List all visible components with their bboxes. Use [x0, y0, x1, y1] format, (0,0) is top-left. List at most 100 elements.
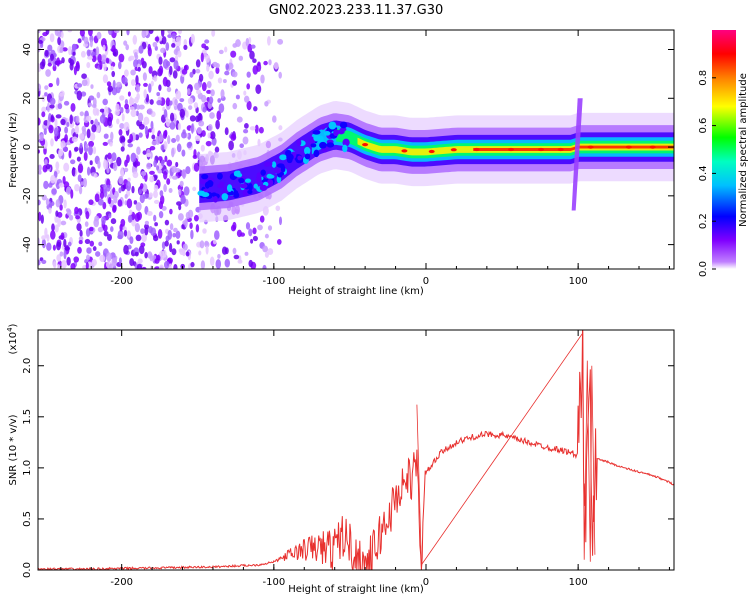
noise-blob	[57, 264, 61, 269]
noise-blob	[171, 32, 177, 39]
noise-blob	[111, 152, 117, 162]
noise-blob	[156, 165, 160, 171]
noise-blob	[181, 168, 187, 179]
noise-blob	[99, 114, 106, 124]
noise-blob	[179, 108, 186, 118]
noise-blob	[135, 74, 139, 85]
noise-blob	[202, 106, 207, 113]
noise-blob	[85, 143, 89, 149]
noise-blob	[77, 163, 84, 173]
ridge-blob	[221, 193, 229, 201]
noise-blob	[171, 43, 176, 48]
noise-blob	[53, 261, 57, 269]
noise-blob	[144, 125, 148, 136]
noise-blob	[268, 59, 272, 66]
noise-blob	[181, 149, 186, 157]
noise-blob	[91, 103, 97, 109]
noise-blob	[173, 60, 179, 70]
noise-blob	[119, 223, 123, 232]
noise-blob	[83, 151, 88, 161]
ridge-peak-dot	[473, 147, 480, 152]
noise-blob	[86, 247, 92, 254]
noise-blob	[195, 68, 201, 74]
noise-blob	[194, 135, 201, 142]
noise-blob	[121, 76, 128, 85]
noise-blob	[60, 31, 64, 39]
noise-blob	[130, 152, 137, 163]
noise-blob	[119, 95, 125, 101]
noise-blob	[118, 175, 124, 185]
noise-blob	[118, 53, 125, 63]
noise-blob	[90, 84, 94, 89]
noise-blob	[231, 80, 238, 86]
noise-blob	[85, 254, 91, 261]
noise-blob	[164, 240, 169, 247]
snr-x-tick-label: 0	[423, 577, 429, 588]
noise-blob	[103, 62, 107, 72]
noise-blob	[148, 66, 153, 74]
noise-blob	[171, 147, 175, 158]
noise-blob	[96, 91, 101, 99]
noise-blob	[54, 118, 58, 128]
noise-blob	[77, 246, 82, 254]
noise-blob	[79, 142, 83, 149]
noise-blob	[123, 40, 128, 46]
noise-blob	[138, 104, 145, 110]
noise-blob	[237, 259, 243, 264]
noise-blob	[57, 217, 61, 228]
noise-blob	[38, 170, 42, 175]
noise-blob	[212, 239, 217, 245]
noise-blob	[192, 154, 198, 159]
snr-series-line	[38, 330, 674, 570]
noise-blob	[54, 224, 59, 233]
ridge-peak-dot	[362, 143, 369, 147]
ridge-blob	[286, 153, 294, 161]
spike-streak	[571, 98, 583, 211]
noise-blob	[126, 230, 131, 238]
noise-blob	[117, 199, 123, 207]
noise-blob	[129, 133, 134, 143]
noise-blob	[143, 89, 147, 99]
noise-blob	[75, 215, 81, 220]
noise-blob	[189, 115, 196, 122]
noise-blob	[55, 114, 62, 119]
ridge-blob	[326, 142, 335, 148]
noise-blob	[47, 44, 53, 52]
noise-blob	[59, 92, 65, 97]
colorbar-tick-label: 0.6	[698, 118, 709, 134]
ridge-blob	[242, 188, 249, 197]
noise-blob	[142, 193, 149, 199]
noise-blob	[166, 159, 173, 167]
noise-blob	[70, 262, 76, 269]
snr-y-tick-label: 2.0	[22, 358, 33, 374]
noise-blob	[140, 228, 145, 234]
noise-blob	[277, 38, 284, 45]
noise-blob	[63, 238, 67, 248]
noise-blob	[65, 186, 72, 195]
noise-blob	[250, 238, 254, 244]
noise-blob	[129, 96, 133, 107]
noise-blob	[68, 57, 72, 64]
noise-blob	[207, 132, 211, 139]
noise-blob	[49, 33, 55, 43]
noise-blob	[186, 141, 192, 149]
noise-blob	[135, 110, 139, 117]
noise-blob	[228, 140, 234, 151]
ridge-blob	[333, 129, 339, 137]
noise-blob	[112, 79, 116, 90]
noise-blob	[76, 156, 81, 162]
noise-blob	[214, 230, 220, 240]
noise-blob	[57, 36, 61, 46]
noise-blob	[121, 113, 125, 122]
noise-blob	[126, 30, 130, 36]
noise-blob	[153, 214, 157, 222]
noise-blob	[201, 43, 207, 49]
noise-blob	[118, 129, 123, 136]
noise-blob	[49, 153, 55, 160]
noise-blob	[252, 227, 257, 235]
noise-blob	[89, 39, 93, 48]
noise-blob	[198, 112, 202, 123]
noise-blob	[70, 189, 74, 199]
svg-text:(x104): (x104)	[6, 323, 19, 354]
